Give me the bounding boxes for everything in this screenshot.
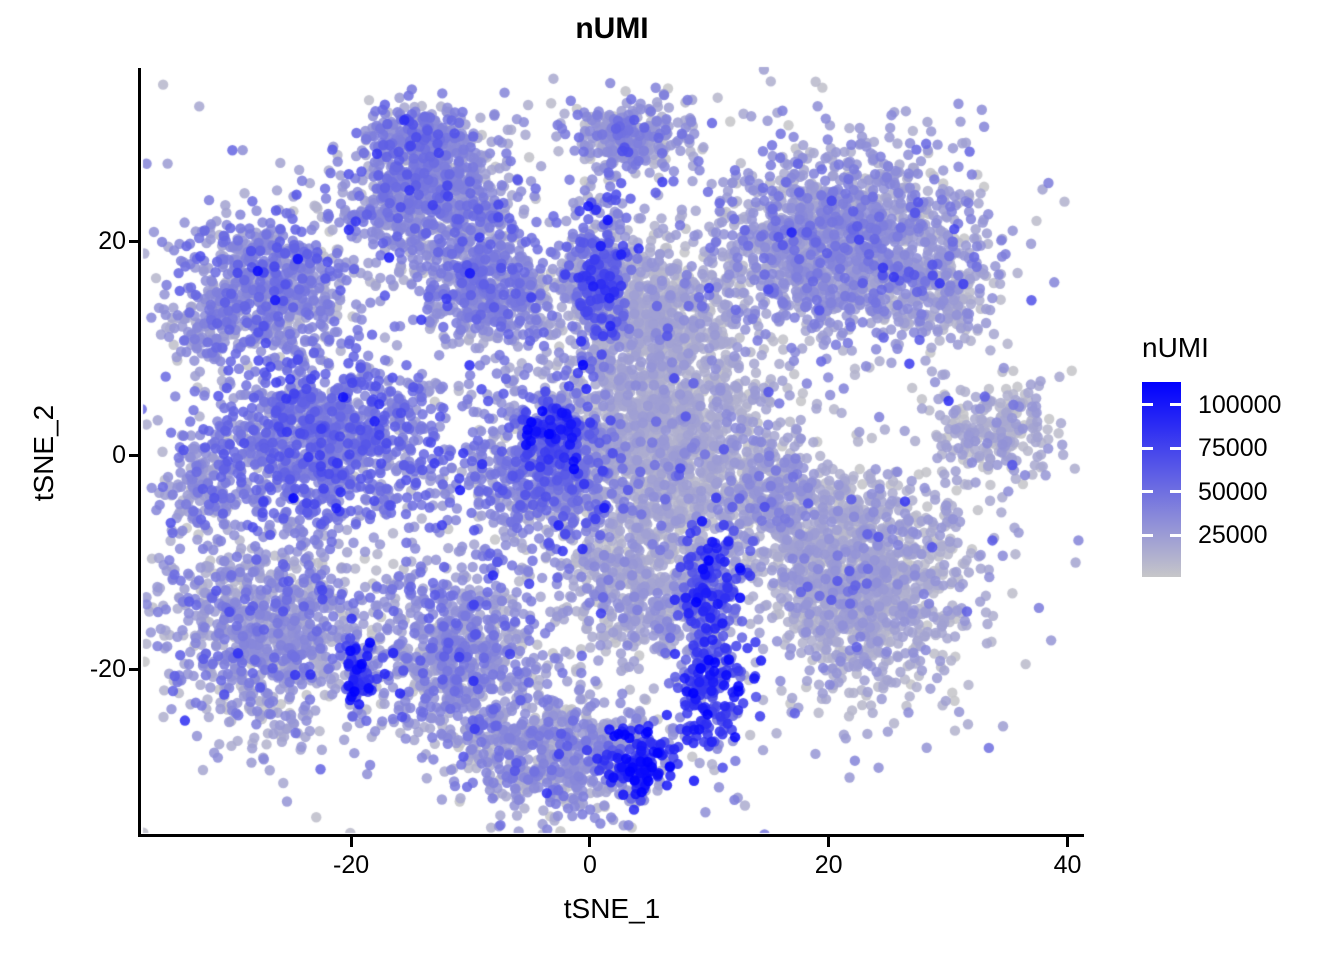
legend-tick-label: 25000 <box>1198 521 1268 550</box>
legend-tick-mark <box>1142 446 1153 450</box>
legend-tick-mark <box>1142 533 1153 537</box>
y-axis-line <box>138 68 141 837</box>
y-tick-label: 0 <box>112 441 126 470</box>
x-tick-mark <box>349 836 353 847</box>
y-axis-label: tSNE_2 <box>28 404 59 502</box>
x-axis-label: tSNE_1 <box>563 893 661 924</box>
legend-tick-mark <box>1170 490 1181 494</box>
x-tick-mark <box>827 836 831 847</box>
plot-title: nUMI <box>575 12 649 45</box>
x-tick-label: 20 <box>814 851 843 879</box>
legend-tick-mark <box>1142 490 1153 494</box>
x-tick-label: 0 <box>582 851 597 879</box>
legend-title: nUMI <box>1142 332 1209 363</box>
legend-tick-label: 50000 <box>1198 477 1268 506</box>
legend-tick-mark <box>1170 403 1181 407</box>
x-axis-line <box>138 834 1084 837</box>
legend-tick-mark <box>1170 533 1181 537</box>
legend-tick-mark <box>1142 403 1153 407</box>
y-tick-mark <box>129 667 140 671</box>
legend-gradient-bar <box>1142 382 1181 577</box>
x-tick-mark <box>1065 836 1069 847</box>
y-tick-mark <box>129 453 140 457</box>
y-tick-label: 20 <box>98 227 126 256</box>
x-tick-label: 40 <box>1053 851 1082 879</box>
legend-tick-label: 75000 <box>1198 434 1268 463</box>
x-tick-label: -20 <box>333 851 370 879</box>
legend-tick-mark <box>1170 446 1181 450</box>
legend-tick-label: 100000 <box>1198 390 1282 419</box>
y-tick-label: -20 <box>89 655 126 684</box>
x-tick-mark <box>588 836 592 847</box>
y-tick-mark <box>129 239 140 243</box>
